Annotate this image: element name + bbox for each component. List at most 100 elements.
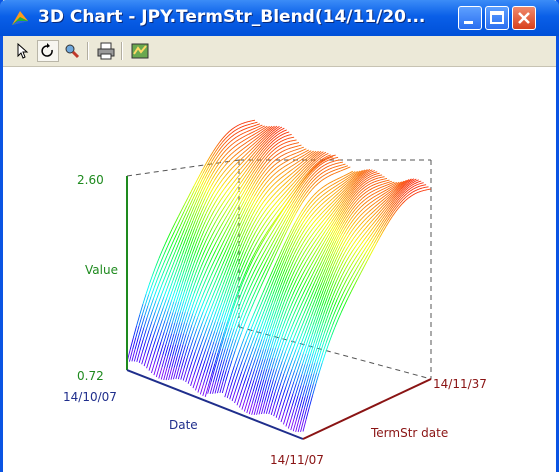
surface-segment bbox=[348, 275, 353, 282]
surface-segment bbox=[404, 180, 409, 185]
surface-segment bbox=[290, 182, 295, 187]
surface-segment bbox=[263, 133, 268, 138]
surface-segment bbox=[413, 184, 418, 187]
surface-segment bbox=[250, 137, 254, 141]
surface-segment bbox=[409, 180, 414, 184]
select-tool-button[interactable] bbox=[11, 40, 33, 62]
surface-segment bbox=[170, 270, 175, 280]
surface-segment bbox=[185, 262, 190, 273]
surface-segment bbox=[268, 133, 273, 138]
surface-segment bbox=[371, 189, 376, 193]
surface-segment bbox=[202, 213, 207, 222]
surface-segment bbox=[336, 188, 341, 192]
surface-segment bbox=[268, 402, 273, 415]
surface-segment bbox=[313, 275, 318, 284]
surface-segment bbox=[241, 259, 246, 268]
surface-segment bbox=[277, 177, 282, 182]
zoom-tool-button[interactable] bbox=[61, 40, 83, 62]
surface-segment bbox=[312, 164, 317, 169]
surface-segment bbox=[300, 343, 305, 353]
surface-segment bbox=[282, 375, 287, 386]
surface-segment bbox=[290, 370, 295, 381]
surface-segment bbox=[196, 246, 201, 255]
surface-segment bbox=[253, 337, 258, 347]
surface-segment bbox=[306, 334, 311, 345]
chart-area[interactable]: 2.60 Value 0.72 14/10/07 Date TermStr da… bbox=[3, 67, 556, 472]
surface-segment bbox=[201, 280, 206, 289]
surface-segment bbox=[242, 274, 247, 283]
surface-segment bbox=[327, 280, 332, 290]
surface-segment bbox=[307, 242, 312, 248]
surface-segment bbox=[211, 203, 216, 210]
surface-segment bbox=[209, 287, 214, 296]
surface-segment bbox=[299, 164, 303, 168]
surface-segment bbox=[228, 189, 233, 195]
surface-segment bbox=[325, 221, 330, 227]
surface-segment bbox=[266, 156, 271, 161]
surface-segment bbox=[171, 355, 176, 368]
surface-segment bbox=[304, 240, 309, 246]
surface-segment bbox=[337, 259, 342, 267]
settings-button[interactable] bbox=[129, 40, 151, 62]
surface-segment bbox=[317, 166, 322, 170]
surface-segment bbox=[319, 159, 324, 163]
surface-segment bbox=[173, 224, 178, 233]
surface-segment bbox=[272, 130, 276, 135]
surface-segment bbox=[347, 242, 352, 249]
surface-segment bbox=[269, 195, 274, 200]
surface-segment bbox=[322, 170, 327, 173]
surface-segment bbox=[299, 197, 304, 203]
surface-segment bbox=[171, 312, 176, 324]
surface-segment bbox=[219, 153, 224, 158]
surface-segment bbox=[191, 351, 196, 362]
surface-segment bbox=[148, 321, 153, 332]
chart-app-icon bbox=[12, 11, 28, 25]
surface-segment bbox=[236, 214, 241, 222]
surface-segment bbox=[314, 352, 319, 363]
surface-segment bbox=[402, 181, 407, 185]
surface-segment bbox=[301, 304, 306, 312]
surface-segment bbox=[208, 179, 213, 186]
surface-segment bbox=[356, 186, 361, 191]
surface-segment bbox=[352, 239, 357, 245]
surface-segment bbox=[219, 312, 224, 323]
surface-segment bbox=[264, 143, 268, 148]
surface-segment bbox=[184, 197, 189, 205]
surface-segment bbox=[327, 154, 331, 157]
surface-segment bbox=[177, 333, 182, 345]
surface-segment bbox=[269, 153, 274, 158]
surface-segment bbox=[334, 240, 339, 248]
surface-segment bbox=[218, 210, 223, 217]
surface-segment bbox=[266, 329, 271, 340]
surface-segment bbox=[251, 119, 256, 122]
rotate-tool-button[interactable] bbox=[37, 40, 59, 62]
surface-segment bbox=[267, 338, 273, 349]
surface-segment bbox=[398, 186, 403, 190]
surface-segment bbox=[231, 164, 236, 169]
surface-segment bbox=[314, 226, 319, 232]
surface-segment bbox=[140, 327, 145, 339]
surface-segment bbox=[229, 161, 234, 166]
minimize-button[interactable] bbox=[458, 6, 482, 30]
3d-surface-chart[interactable]: 2.60 Value 0.72 14/10/07 Date TermStr da… bbox=[3, 67, 556, 472]
surface-segment bbox=[321, 164, 325, 168]
surface-segment bbox=[349, 177, 354, 182]
surface-segment bbox=[198, 288, 203, 297]
surface-segment bbox=[375, 175, 380, 177]
close-button[interactable] bbox=[512, 6, 536, 30]
title-bar[interactable]: 3D Chart - JPY.TermStr_Blend(14/11/20... bbox=[0, 0, 559, 36]
print-button[interactable] bbox=[95, 40, 117, 62]
surface-segment bbox=[302, 343, 308, 354]
surface-segment bbox=[248, 334, 253, 344]
surface-segment bbox=[217, 283, 222, 292]
surface-segment bbox=[251, 368, 256, 380]
surface-segment bbox=[257, 205, 262, 211]
surface-segment bbox=[214, 175, 219, 181]
surface-segment bbox=[258, 309, 263, 319]
surface-segment bbox=[251, 262, 256, 270]
surface-segment bbox=[370, 172, 375, 175]
surface-segment bbox=[292, 279, 297, 287]
maximize-button[interactable] bbox=[485, 6, 509, 30]
surface-segment bbox=[336, 245, 341, 253]
surface-segment bbox=[245, 195, 250, 202]
